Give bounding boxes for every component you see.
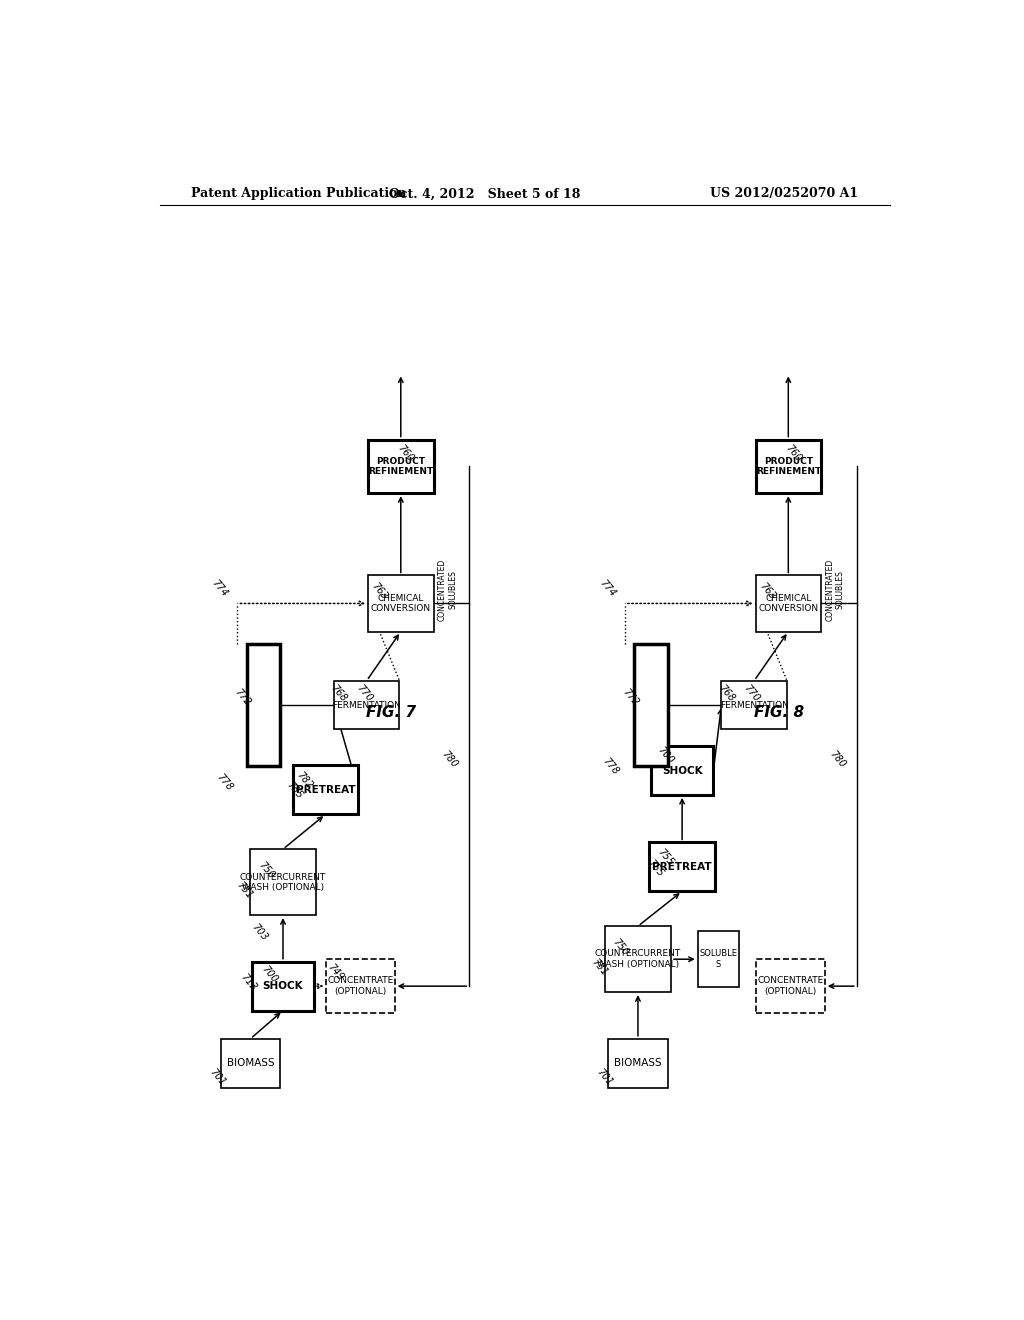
- Text: 778: 778: [600, 756, 620, 777]
- Bar: [605, 927, 671, 993]
- Text: CONCENTRATE
(OPTIONAL): CONCENTRATE (OPTIONAL): [328, 977, 393, 995]
- Bar: [327, 960, 394, 1012]
- Text: 750: 750: [610, 937, 630, 958]
- Text: US 2012/0252070 A1: US 2012/0252070 A1: [710, 187, 858, 201]
- Text: 770: 770: [742, 684, 762, 704]
- Bar: [221, 1039, 281, 1088]
- Text: 755: 755: [285, 779, 304, 800]
- Bar: [368, 576, 433, 631]
- Bar: [635, 644, 668, 766]
- Text: FIG. 7: FIG. 7: [367, 705, 417, 721]
- Bar: [722, 681, 786, 730]
- Text: 772: 772: [621, 686, 640, 708]
- Text: 701: 701: [207, 1067, 227, 1088]
- Text: 763: 763: [758, 581, 777, 602]
- Text: COUNTERCURRENT
WASH (OPTIONAL): COUNTERCURRENT WASH (OPTIONAL): [240, 873, 326, 892]
- Text: Patent Application Publication: Patent Application Publication: [191, 187, 407, 201]
- Text: 703: 703: [250, 921, 269, 942]
- Text: SHOCK: SHOCK: [263, 981, 303, 991]
- Text: CONCENTRATE
(OPTIONAL): CONCENTRATE (OPTIONAL): [758, 977, 823, 995]
- Text: 700: 700: [260, 964, 280, 985]
- Bar: [250, 849, 316, 915]
- Bar: [608, 1039, 668, 1088]
- Text: 774: 774: [210, 578, 229, 598]
- Bar: [756, 576, 821, 631]
- Text: 700: 700: [655, 744, 675, 766]
- Bar: [252, 962, 314, 1011]
- Text: 768: 768: [717, 684, 736, 704]
- Bar: [757, 960, 825, 1012]
- Text: 755: 755: [645, 858, 665, 879]
- Text: SHOCK: SHOCK: [662, 766, 702, 776]
- Text: FERMENTATION: FERMENTATION: [720, 701, 788, 710]
- Text: CONCENTRATED
SOLUBLES: CONCENTRATED SOLUBLES: [825, 558, 845, 620]
- Bar: [649, 842, 715, 891]
- Text: 770: 770: [354, 684, 374, 704]
- Text: 750: 750: [256, 861, 275, 880]
- Text: Oct. 4, 2012   Sheet 5 of 18: Oct. 4, 2012 Sheet 5 of 18: [389, 187, 581, 201]
- Text: 755: 755: [655, 846, 675, 867]
- Text: 701: 701: [595, 1067, 614, 1088]
- Bar: [334, 681, 399, 730]
- Text: BIOMASS: BIOMASS: [614, 1059, 662, 1068]
- Text: PRETREAT: PRETREAT: [296, 785, 355, 795]
- Text: 713: 713: [239, 972, 258, 993]
- Text: PRODUCT
REFINEMENT: PRODUCT REFINEMENT: [369, 457, 433, 477]
- Text: 774: 774: [597, 578, 616, 598]
- Text: 782: 782: [295, 770, 314, 791]
- Text: PRETREAT: PRETREAT: [652, 862, 712, 871]
- Text: CONCENTRATED
SOLUBLES: CONCENTRATED SOLUBLES: [438, 558, 458, 620]
- Bar: [651, 746, 714, 795]
- Text: FIG. 8: FIG. 8: [754, 705, 804, 721]
- Text: 749: 749: [326, 962, 345, 982]
- Text: 768: 768: [329, 684, 348, 704]
- Text: 780: 780: [439, 748, 460, 770]
- Text: CHEMICAL
CONVERSION: CHEMICAL CONVERSION: [371, 594, 431, 614]
- Bar: [247, 644, 281, 766]
- Bar: [293, 766, 358, 814]
- Text: 760: 760: [395, 444, 416, 463]
- Text: 751: 751: [590, 957, 609, 977]
- Text: BIOMASS: BIOMASS: [226, 1059, 274, 1068]
- Text: PRODUCT
REFINEMENT: PRODUCT REFINEMENT: [756, 457, 821, 477]
- Text: CHEMICAL
CONVERSION: CHEMICAL CONVERSION: [758, 594, 818, 614]
- Text: 751: 751: [234, 879, 254, 900]
- Text: FERMENTATION: FERMENTATION: [332, 701, 401, 710]
- Bar: [697, 931, 739, 987]
- Text: 763: 763: [370, 581, 390, 602]
- Text: 780: 780: [827, 748, 847, 770]
- Text: 778: 778: [215, 772, 234, 792]
- Text: 772: 772: [232, 686, 253, 708]
- Bar: [368, 440, 433, 494]
- Text: COUNTERCURRENT
WASH (OPTIONAL): COUNTERCURRENT WASH (OPTIONAL): [595, 949, 681, 969]
- Text: SOLUBLE
S: SOLUBLE S: [699, 949, 737, 969]
- Text: 760: 760: [783, 444, 803, 463]
- Bar: [756, 440, 821, 494]
